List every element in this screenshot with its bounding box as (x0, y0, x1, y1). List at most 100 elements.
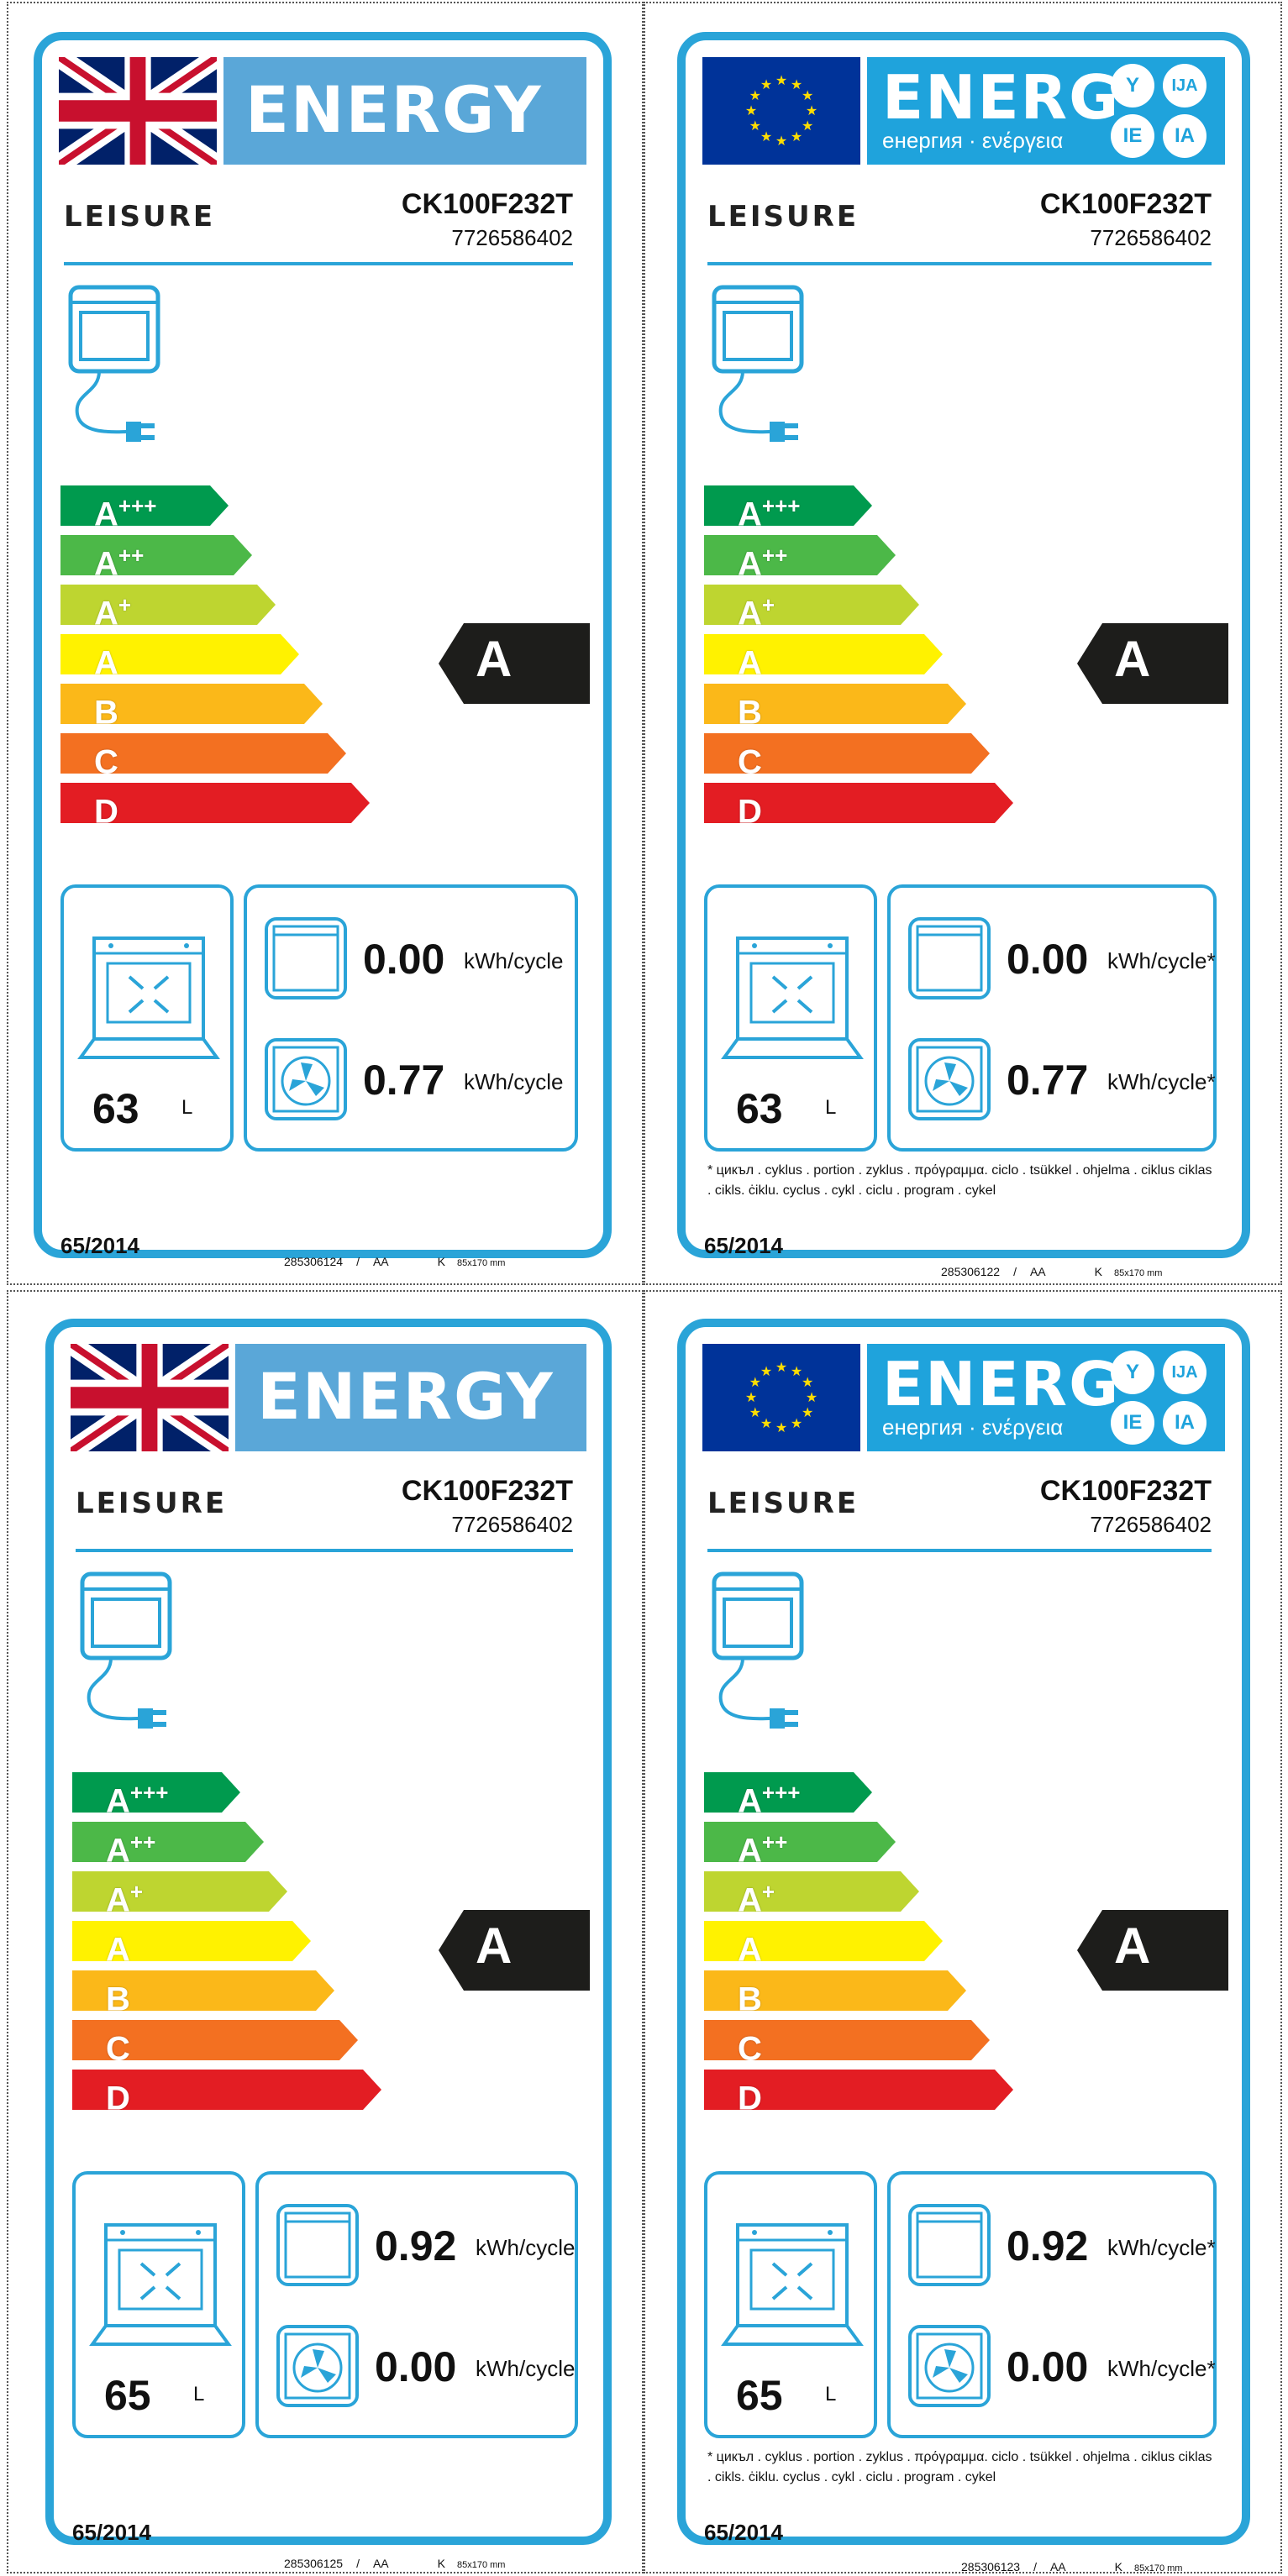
conventional-consumption: 0.92 kWh/cycle (276, 2203, 575, 2295)
consumption-box: 0.00 kWh/cycle 0.77 kWh/cycle (244, 884, 578, 1152)
print-num: 285306125 (284, 2557, 344, 2570)
efficiency-letter: A (738, 545, 762, 583)
efficiency-plus: +++ (129, 1780, 169, 1805)
efficiency-bar: C (60, 733, 346, 774)
oven-cavity-icon (721, 2222, 864, 2352)
language-suffix: Y (1111, 64, 1154, 108)
efficiency-bar: C (72, 2020, 358, 2060)
efficiency-bar: C (704, 733, 990, 774)
electric-oven-icon (77, 1571, 178, 1739)
conventional-mode-icon (907, 2203, 991, 2287)
consumption-value: 0.92 (1007, 2222, 1089, 2269)
efficiency-letter: B (106, 1981, 130, 2018)
model-number: CK100F232T (1039, 188, 1212, 220)
print-k: K (437, 2557, 445, 2570)
print-num: 285306124 (284, 1255, 344, 1268)
print-size: 85x170 mm (457, 1258, 506, 1268)
print-info: 285306124 / AA K 85x170 mm (284, 1255, 505, 1268)
efficiency-bar: A++ (60, 535, 252, 575)
efficiency-bar: A (60, 634, 299, 674)
svg-text:★: ★ (775, 74, 787, 88)
efficiency-plus: + (761, 1879, 775, 1904)
efficiency-bar: D (72, 2070, 381, 2110)
volume-unit: L (181, 1096, 193, 1119)
volume-box: 65 L (704, 2171, 877, 2438)
fan-forced-consumption: 0.00 kWh/cycle* (907, 2324, 1216, 2416)
svg-text:★: ★ (745, 104, 757, 118)
efficiency-letter: C (738, 2030, 762, 2068)
consumption-value: 0.77 (1007, 1057, 1089, 1104)
electric-oven-icon (709, 1571, 810, 1739)
oven-cavity-icon (721, 935, 864, 1065)
efficiency-bar: B (72, 1970, 334, 2011)
efficiency-letter: C (106, 2030, 130, 2068)
uk-flag-icon (55, 47, 221, 175)
fan-mode-icon (907, 2324, 991, 2408)
print-size: 85x170 mm (457, 2560, 506, 2570)
energy-title: ENERG (882, 62, 1121, 133)
energy-title: ENERGY (257, 1359, 555, 1434)
efficiency-letter: C (94, 743, 118, 781)
model-number: CK100F232T (401, 188, 573, 220)
efficiency-bar: A+++ (60, 485, 229, 526)
consumption-value: 0.92 (375, 2222, 457, 2269)
svg-text:★: ★ (749, 1406, 761, 1420)
consumption-value: 0.00 (1007, 936, 1089, 983)
efficiency-letter: A (106, 1931, 130, 1969)
rating-indicator: A (439, 623, 590, 704)
volume-box: 65 L (72, 2171, 245, 2438)
volume-unit: L (825, 1096, 837, 1119)
svg-text:★: ★ (760, 1417, 772, 1431)
label-panel (7, 2, 644, 1285)
consumption-unit: kWh/cycle* (1107, 2356, 1216, 2381)
label-header: ★ ★ ★ ★ ★ ★ ★ ★ ★ ★ ★ ★ ENERG енергия · ενέργεια Y IJA I… (702, 57, 1225, 165)
energy-banner: ENERG енергия · ενέργεια Y IJA IE IA (867, 1344, 1225, 1451)
model-number: CK100F232T (401, 1475, 573, 1507)
efficiency-plus: ++ (118, 543, 145, 568)
svg-text:★: ★ (802, 1376, 813, 1390)
svg-text:★: ★ (802, 1406, 813, 1420)
language-suffixes: Y IJA IE IA (1111, 1351, 1213, 1446)
electric-oven-icon (66, 284, 166, 452)
efficiency-letter: A (738, 1832, 762, 1870)
label-header: ★ ★ ★ ★ ★ ★ ★ ★ ★ ★ ★ ★ ENERG енергия · ενέργεια Y IJA I… (702, 1344, 1225, 1451)
energy-label: ENERGY LEISURE CK100F232T 7726586402 A+++ A+… (34, 32, 612, 1258)
header-divider (707, 1549, 1212, 1552)
efficiency-letter: A (106, 1832, 130, 1870)
regulation-number: 65/2014 (60, 1233, 139, 1258)
efficiency-plus: + (761, 592, 775, 617)
language-suffix: IJA (1163, 1351, 1207, 1394)
efficiency-bar: A++ (704, 535, 896, 575)
volume-unit: L (193, 2383, 205, 2405)
conventional-consumption: 0.00 kWh/cycle* (907, 916, 1216, 1009)
efficiency-bar: B (704, 684, 966, 724)
energy-title: ENERG (882, 1349, 1121, 1419)
svg-text:★: ★ (745, 1391, 757, 1405)
language-suffix: IA (1163, 1401, 1207, 1445)
fan-mode-icon (276, 2324, 360, 2408)
efficiency-plus: ++ (761, 1829, 788, 1855)
print-sep: / (1013, 1265, 1017, 1278)
volume-value: 63 (92, 1085, 139, 1132)
svg-text:★: ★ (749, 89, 761, 103)
svg-text:★: ★ (775, 1361, 787, 1375)
print-aa: AA (1049, 2560, 1066, 2573)
efficiency-letter: A (738, 1782, 762, 1820)
energy-subtitle: енергия · ενέργεια (882, 1414, 1064, 1440)
efficiency-bar: A+++ (72, 1772, 240, 1813)
efficiency-letter: D (94, 793, 118, 831)
print-num: 285306122 (941, 1265, 1001, 1278)
print-size: 85x170 mm (1114, 1268, 1163, 1278)
language-suffixes: Y IJA IE IA (1111, 64, 1213, 160)
efficiency-bar: A+ (60, 585, 276, 625)
energy-subtitle: енергия · ενέργεια (882, 128, 1064, 153)
fan-forced-consumption: 0.77 kWh/cycle* (907, 1037, 1216, 1130)
efficiency-letter: A (94, 644, 118, 682)
svg-text:★: ★ (791, 130, 802, 144)
conventional-consumption: 0.00 kWh/cycle (264, 916, 571, 1009)
product-code: 7726586402 (451, 1512, 573, 1537)
efficiency-letter: D (738, 2080, 762, 2117)
efficiency-letter: A (106, 1881, 130, 1919)
consumption-unit: kWh/cycle (476, 2235, 576, 2260)
fan-mode-icon (907, 1037, 991, 1121)
